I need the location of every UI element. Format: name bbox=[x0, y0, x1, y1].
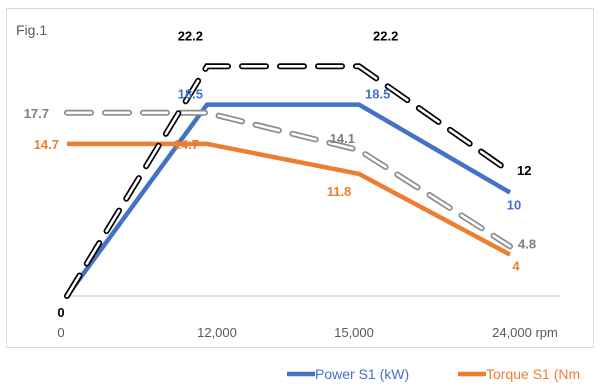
data-label: 4 bbox=[512, 259, 520, 274]
series-line bbox=[67, 141, 512, 257]
series-line-dashed bbox=[64, 109, 513, 250]
series-line-dashed bbox=[64, 63, 513, 299]
legend-label: Power S1 (kW) bbox=[315, 366, 409, 382]
data-label: 18.5 bbox=[178, 87, 203, 102]
axes: 0 12,000 15,000 24,000 rpm bbox=[57, 295, 560, 340]
data-label-layer: 18.5 18.5 10 14.7 14.7 11.8 4 0 22.2 22.2 12 17.7 14… bbox=[24, 28, 536, 320]
data-label: 12 bbox=[517, 163, 531, 178]
data-label: 22.2 bbox=[373, 28, 398, 43]
data-label: 11.8 bbox=[327, 184, 352, 199]
legend-label: Torque S1 (Nm bbox=[486, 366, 580, 382]
x-tick-label: 0 bbox=[57, 325, 64, 340]
data-label: 14.1 bbox=[330, 131, 355, 146]
data-label: 4.8 bbox=[518, 236, 536, 251]
data-label: 14.7 bbox=[174, 137, 199, 152]
data-label: 17.7 bbox=[24, 106, 49, 121]
series-line-dashed-inner bbox=[65, 65, 512, 298]
figure-label: Fig.1 bbox=[16, 22, 48, 38]
data-label: 10 bbox=[507, 198, 521, 213]
series-line-dashed-inner bbox=[65, 111, 512, 248]
data-label: 14.7 bbox=[34, 137, 59, 152]
x-tick-label: 12,000 bbox=[197, 325, 237, 340]
x-tick-label: 24,000 rpm bbox=[492, 325, 558, 340]
x-tick-label: 15,000 bbox=[334, 325, 374, 340]
legend: Power S1 (kW) Torque S1 (Nm bbox=[287, 366, 580, 382]
data-label: 18.5 bbox=[365, 87, 390, 102]
series-layer bbox=[64, 63, 513, 299]
series-line bbox=[65, 102, 512, 298]
data-label: 22.2 bbox=[178, 28, 203, 43]
data-label: 0 bbox=[57, 305, 64, 320]
